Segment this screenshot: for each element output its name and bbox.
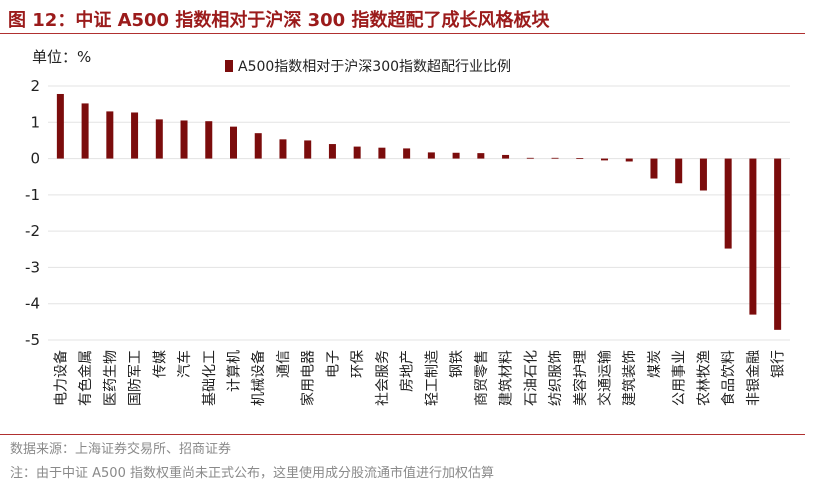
bar [452, 152, 460, 159]
x-tick-label: 机械设备 [250, 350, 267, 406]
y-tick-label: 0 [30, 150, 40, 168]
y-tick-label: 1 [30, 113, 40, 131]
footer-divider [0, 434, 805, 435]
x-tick-label: 石油石化 [523, 350, 539, 406]
x-tick-label: 社会服务 [375, 350, 391, 406]
bar [230, 126, 237, 159]
bar [526, 157, 534, 159]
x-tick-label: 汽车 [176, 350, 193, 378]
bar [699, 158, 707, 191]
title-divider [0, 33, 805, 34]
y-tick-label: -2 [25, 222, 40, 240]
x-tick-label: 有色金属 [77, 350, 94, 406]
bar [254, 133, 262, 159]
x-tick-label: 电子 [325, 350, 341, 378]
bar [155, 119, 163, 159]
footnote: 注：由于中证 A500 指数权重尚未正式公布，这里使用成分股流通市值进行加权估算 [10, 466, 494, 481]
x-tick-label: 公用事业 [672, 350, 688, 406]
x-tick-label: 农林牧渔 [696, 350, 712, 406]
x-tick-label: 纺织服饰 [548, 350, 564, 406]
legend: A500指数相对于沪深300指数超配行业比例 [225, 59, 511, 75]
x-tick-label: 国防军工 [128, 350, 144, 406]
x-tick-label: 医药生物 [103, 350, 119, 406]
y-tick-label: -3 [25, 258, 40, 276]
x-tick-label: 建筑材料 [499, 350, 515, 406]
y-tick-label: -4 [25, 295, 40, 313]
bar [749, 158, 757, 315]
bar [675, 158, 683, 184]
bar [724, 158, 732, 249]
bar [56, 93, 64, 159]
bar [427, 152, 435, 159]
x-tick-label: 轻工制造 [424, 350, 440, 406]
bar [180, 120, 188, 159]
bar [131, 112, 139, 159]
legend-label: A500指数相对于沪深300指数超配行业比例 [238, 59, 511, 75]
x-tick-label: 房地产 [400, 350, 416, 392]
bar [625, 158, 633, 162]
bar [279, 139, 287, 159]
bars [56, 93, 782, 330]
y-tick-label: -5 [25, 331, 40, 349]
bar [477, 153, 485, 159]
bar [106, 111, 114, 159]
legend-swatch [225, 60, 233, 72]
bar [551, 157, 559, 159]
bar-chart: 2 1 0 -1 -2 -3 -4 -5 电力设备 有色金属 医药生物 国防军工 传媒 汽车 基础化工 计算… [25, 59, 790, 406]
x-tick-label: 通信 [276, 350, 292, 378]
bar [353, 146, 361, 159]
x-tick-label: 建筑装饰 [622, 350, 638, 406]
bar [403, 148, 411, 159]
x-tick-label: 家用电器 [300, 350, 317, 406]
x-tick-label: 商贸零售 [474, 350, 490, 406]
x-tick-label: 电力设备 [52, 350, 69, 406]
x-tick-label: 环保 [350, 350, 366, 378]
bar [328, 144, 336, 159]
unit-label: 单位：% [32, 48, 92, 66]
y-tick-label: 2 [30, 77, 40, 95]
x-tick-label: 食品饮料 [720, 350, 737, 406]
source-note: 数据来源：上海证券交易所、招商证券 [10, 442, 232, 457]
x-tick-label: 非银金融 [746, 350, 762, 406]
x-tick-label: 煤炭 [647, 350, 663, 378]
bar [81, 103, 89, 159]
x-tick-label: 美容护理 [572, 350, 589, 406]
bar [650, 158, 658, 179]
bar [601, 158, 608, 161]
bar [576, 158, 584, 160]
x-tick-label: 交通运输 [597, 350, 614, 406]
bar [205, 121, 213, 159]
bar [502, 154, 510, 159]
x-tick-label: 传媒 [152, 350, 168, 378]
y-tick-label: -1 [25, 186, 40, 204]
bar [304, 140, 312, 159]
bar [378, 147, 386, 159]
x-tick-label: 钢铁 [449, 350, 465, 378]
x-tick-label: 基础化工 [201, 350, 218, 406]
figure-title: 图 12：中证 A500 指数相对于沪深 300 指数超配了成长风格板块 [8, 10, 550, 31]
grid-lines [48, 85, 790, 341]
bar [774, 158, 782, 330]
y-tick-labels: 2 1 0 -1 -2 -3 -4 -5 [25, 77, 40, 349]
x-tick-label: 银行 [771, 350, 787, 378]
x-tick-label: 计算机 [227, 350, 243, 392]
x-tick-labels: 电力设备 有色金属 医药生物 国防军工 传媒 汽车 基础化工 计算机 机械设备 通信 家用电器 电子环… [52, 350, 786, 406]
